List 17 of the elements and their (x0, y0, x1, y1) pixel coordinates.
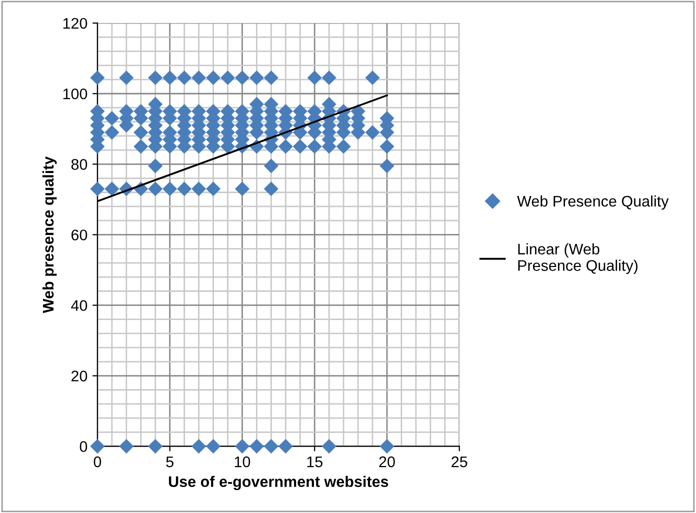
y-tick-label: 80 (71, 159, 88, 170)
y-tick-label: 60 (72, 230, 88, 240)
x-axis-title: Use of e-government websites (168, 476, 388, 490)
legend-label: Web Presence Quality (517, 195, 669, 210)
y-tick-label: 20 (71, 370, 88, 382)
y-tick-label: 40 (71, 300, 88, 311)
x-tick-label: 25 (452, 456, 468, 468)
x-tick-label: 0 (94, 456, 102, 468)
x-tick-label: 10 (234, 456, 250, 468)
legend-label: Linear (Web Presence Quality) (518, 243, 638, 274)
x-tick-label: 20 (379, 456, 395, 468)
x-tick-label: 5 (166, 456, 174, 468)
y-axis-title: Web presence quality (42, 156, 57, 314)
y-tick-label: 0 (80, 441, 88, 452)
y-tick-label: 120 (63, 18, 88, 29)
x-tick-label: 15 (307, 456, 322, 468)
y-tick-label: 100 (63, 88, 88, 100)
